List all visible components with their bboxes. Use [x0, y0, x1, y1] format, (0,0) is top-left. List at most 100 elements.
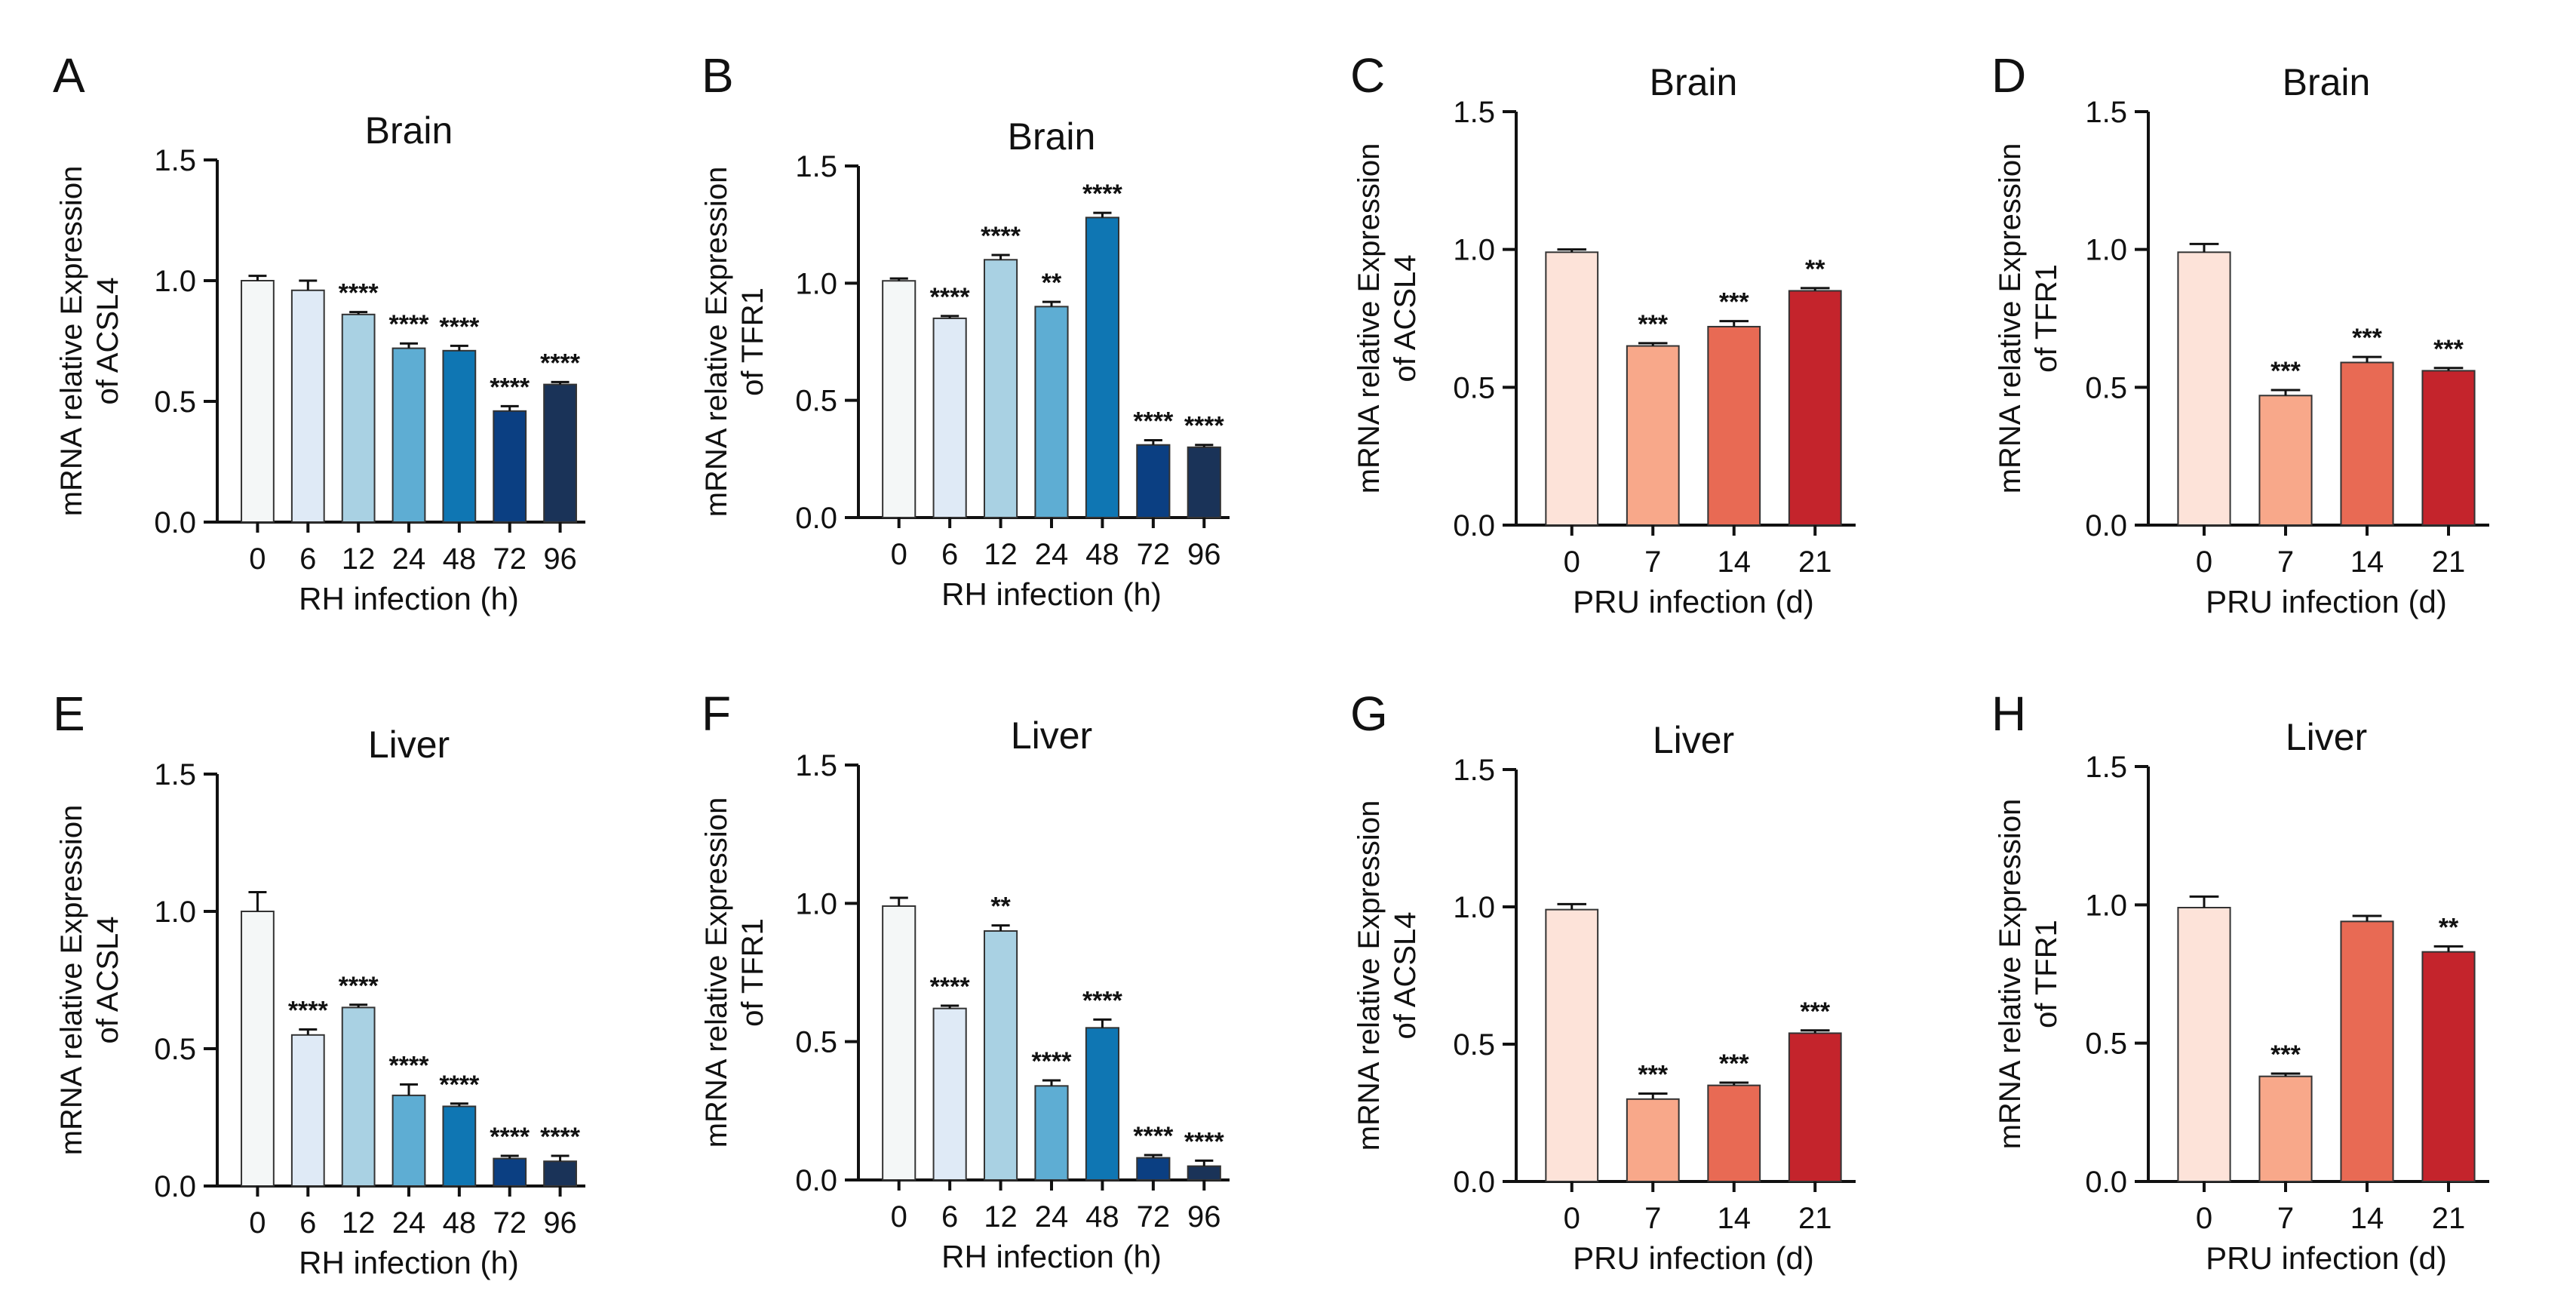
- bar: [543, 383, 577, 523]
- panel-letter: C: [1350, 48, 1385, 103]
- significance-label: ***: [1800, 997, 1830, 1026]
- x-tick-label: 48: [443, 1206, 477, 1240]
- bar: [1187, 446, 1221, 518]
- significance-label: **: [2439, 913, 2459, 942]
- panel-letter: F: [702, 687, 731, 741]
- x-tick-label: 48: [443, 542, 477, 576]
- chart-panel-g: G Liver 0.0 0.5 1.0 1.5 mRNA relative Expressi…: [1350, 687, 1856, 1276]
- significance-label: ****: [339, 279, 379, 308]
- x-tick-label: 12: [984, 1200, 1018, 1234]
- y-axis-label: mRNA relative Expression of ACSL4: [55, 166, 124, 517]
- y-tick-label: 0.5: [1453, 371, 1495, 404]
- bar: [241, 911, 275, 1187]
- x-tick-label: 12: [984, 538, 1018, 571]
- significance-label: ***: [2271, 1040, 2301, 1069]
- bar: [932, 317, 967, 518]
- panel-letter: E: [53, 687, 85, 741]
- x-tick-label: 0: [891, 538, 907, 571]
- bar: [1626, 345, 1680, 526]
- x-tick-label: 7: [2277, 545, 2294, 579]
- bar: [1707, 325, 1761, 526]
- x-axis-label: PRU infection (d): [1573, 1240, 1814, 1276]
- bar: [290, 289, 325, 523]
- y-axis-label-line: of TFR1: [2030, 264, 2063, 373]
- chart-title: Liver: [2286, 716, 2367, 758]
- bar: [2340, 920, 2394, 1183]
- y-axis-label-line: of ACSL4: [1389, 911, 1422, 1039]
- y-axis-label-line: mRNA relative Expression: [55, 805, 88, 1156]
- y-axis-label-line: mRNA relative Expression: [1994, 143, 2027, 494]
- bar: [2258, 1075, 2313, 1182]
- significance-label: **: [1805, 255, 1825, 284]
- x-tick-label: 0: [249, 542, 266, 576]
- y-axis-label-line: mRNA relative Expression: [55, 166, 88, 517]
- x-tick-label: 6: [941, 1200, 958, 1234]
- x-tick-label: 96: [543, 1206, 577, 1240]
- x-tick-label: 14: [1718, 1202, 1752, 1235]
- y-axis-label: mRNA relative Expression of ACSL4: [1352, 800, 1422, 1151]
- significance-label: **: [990, 893, 1011, 921]
- significance-label: ***: [1719, 1049, 1749, 1078]
- x-tick-label: 7: [1644, 1202, 1661, 1235]
- y-tick-label: 0.0: [2085, 1166, 2127, 1199]
- y-tick-label: 1.5: [154, 758, 196, 791]
- significance-label: ****: [1184, 412, 1225, 441]
- bar: [1626, 1098, 1680, 1183]
- x-axis-label: RH infection (h): [941, 576, 1162, 612]
- x-tick-label: 0: [2196, 545, 2212, 579]
- y-tick-label: 1.5: [795, 150, 837, 183]
- chart-panel-f: F Liver 0.0 0.5 1.0 1.5 mRNA relative Expressi…: [700, 687, 1230, 1274]
- y-tick-label: 1.5: [1453, 96, 1495, 129]
- y-axis-label-line: mRNA relative Expression: [1994, 799, 2027, 1150]
- significance-label: **: [1042, 269, 1062, 297]
- significance-label: ***: [2352, 324, 2382, 352]
- x-tick-label: 48: [1085, 538, 1119, 571]
- significance-label: ****: [339, 972, 379, 1000]
- significance-label: ****: [1032, 1047, 1073, 1076]
- x-tick-label: 0: [1564, 545, 1580, 579]
- bar: [341, 313, 376, 523]
- significance-label: ****: [1082, 180, 1123, 208]
- bar: [1707, 1084, 1761, 1182]
- x-tick-label: 21: [1798, 545, 1832, 579]
- y-axis-label-line: mRNA relative Expression: [1352, 143, 1386, 494]
- chart-title: Brain: [1650, 61, 1738, 103]
- panel-letter: B: [702, 48, 734, 103]
- x-tick-label: 6: [299, 542, 316, 576]
- panel-letter: G: [1350, 687, 1388, 741]
- significance-label: ****: [439, 312, 480, 341]
- significance-label: ***: [1638, 310, 1668, 339]
- significance-label: ***: [1719, 288, 1749, 317]
- bar: [2421, 951, 2476, 1182]
- x-axis-label: PRU infection (d): [2206, 1240, 2447, 1276]
- x-tick-label: 96: [1187, 1200, 1221, 1234]
- x-axis-label: PRU infection (d): [2206, 584, 2447, 619]
- chart-title: Brain: [365, 109, 453, 152]
- significance-label: ****: [288, 997, 329, 1025]
- y-tick-label: 1.5: [2085, 751, 2127, 784]
- y-axis-label: mRNA relative Expression of ACSL4: [1352, 143, 1422, 494]
- x-tick-label: 12: [342, 1206, 376, 1240]
- significance-label: ****: [540, 1123, 581, 1151]
- y-tick-label: 0.5: [1453, 1028, 1495, 1062]
- y-tick-label: 1.0: [795, 267, 837, 300]
- x-tick-label: 0: [1564, 1202, 1580, 1235]
- x-tick-label: 72: [493, 542, 527, 576]
- significance-label: ****: [930, 972, 971, 1001]
- y-tick-label: 1.0: [2085, 234, 2127, 267]
- x-tick-label: 24: [392, 1206, 426, 1240]
- x-tick-label: 24: [392, 542, 426, 576]
- x-axis-label: RH infection (h): [299, 581, 519, 616]
- significance-label: ****: [1082, 986, 1123, 1015]
- x-tick-label: 0: [891, 1200, 907, 1234]
- y-tick-label: 0.0: [1453, 509, 1495, 542]
- y-tick-label: 0.0: [795, 502, 837, 535]
- chart-title: Brain: [1008, 115, 1096, 158]
- chart-title: Liver: [368, 724, 450, 766]
- x-tick-label: 21: [2432, 1202, 2466, 1235]
- y-axis-label-line: of TFR1: [736, 918, 769, 1027]
- panel-letter: A: [53, 48, 85, 103]
- bar: [1545, 908, 1599, 1182]
- bar: [1085, 1027, 1120, 1181]
